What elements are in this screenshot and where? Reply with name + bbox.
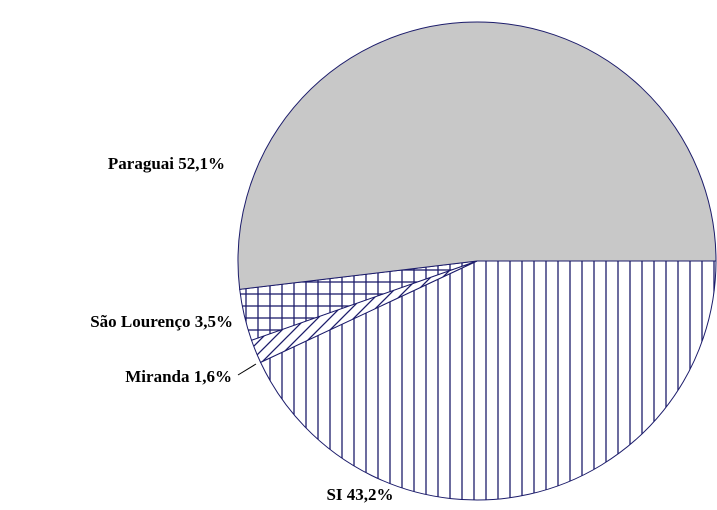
value-label: 3,5% xyxy=(195,312,233,331)
slice-label: Paraguai 52,1% xyxy=(108,154,225,173)
category-name: SI xyxy=(326,485,342,504)
slice-label: Miranda 1,6% xyxy=(125,367,232,386)
category-name: São Lourenço xyxy=(90,312,190,331)
category-name: Paraguai xyxy=(108,154,174,173)
pie-slice xyxy=(259,260,717,501)
slice-label: SI 43,2% xyxy=(326,485,393,504)
leader-line xyxy=(237,363,257,376)
pie-slice xyxy=(237,21,717,290)
slice-label: São Lourenço 3,5% xyxy=(90,312,233,331)
value-label: 1,6% xyxy=(194,367,232,386)
value-label: 52,1% xyxy=(178,154,225,173)
category-name: Miranda xyxy=(125,367,190,386)
value-label: 43,2% xyxy=(347,485,394,504)
